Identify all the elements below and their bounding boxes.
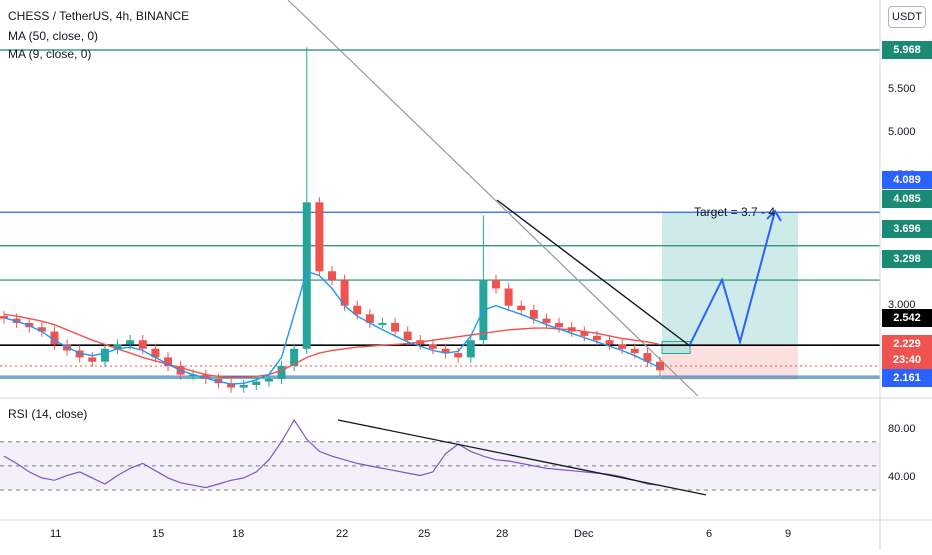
candle-body — [353, 305, 362, 315]
candle-body — [37, 327, 46, 332]
candle-body — [466, 340, 475, 358]
candle-body — [441, 348, 450, 354]
candle-body — [100, 348, 109, 362]
candles — [0, 47, 664, 393]
ma9-legend: MA (9, close, 0) — [8, 47, 92, 61]
price-label: 2.161 — [882, 369, 932, 387]
candle-body — [542, 318, 551, 323]
price-label: 2.229 — [882, 335, 932, 353]
time-tick: 22 — [336, 528, 349, 540]
price-tick: 5.500 — [888, 83, 916, 96]
time-tick: 11 — [50, 528, 62, 540]
price-label: 2.542 — [882, 309, 932, 327]
rsi-tick: 40.00 — [888, 470, 916, 483]
candle-body — [504, 288, 513, 306]
target-zone — [662, 212, 798, 345]
time-tick: 6 — [706, 528, 713, 540]
candle-body — [592, 335, 601, 341]
price-label: 3.298 — [882, 250, 932, 268]
time-tick: 25 — [418, 528, 431, 540]
candle-body — [529, 310, 538, 319]
candle-body — [151, 348, 160, 358]
candle-body — [492, 279, 500, 289]
symbol-legend: CHESS / TetherUS, 4h, BINANCE — [8, 9, 190, 23]
time-tick: 28 — [496, 528, 509, 540]
price-tick: 5.000 — [888, 126, 916, 139]
moving-averages — [3, 270, 661, 385]
candle-body — [378, 322, 387, 325]
rsi-legend: RSI (14, close) — [8, 407, 88, 421]
candle-body — [340, 279, 349, 306]
rsi-pane — [0, 418, 880, 496]
candle-body — [630, 348, 639, 354]
time-tick: Dec — [574, 528, 594, 540]
candle-body — [201, 374, 210, 379]
price-label: 3.696 — [882, 220, 932, 238]
candle-body — [618, 344, 627, 349]
black-trendline — [496, 199, 691, 347]
candle-body — [403, 331, 412, 341]
time-tick: 15 — [152, 528, 165, 540]
time-tick: 18 — [232, 528, 245, 540]
candle-body — [328, 271, 336, 280]
candle-body — [138, 340, 147, 349]
candle-body — [643, 353, 652, 362]
grey-trendline — [287, 0, 699, 397]
projection-line — [689, 210, 776, 346]
projection-path — [689, 209, 782, 346]
price-label: 23:40 — [882, 351, 932, 369]
candle-body — [0, 316, 8, 319]
candle-body — [290, 348, 299, 367]
price-label: 4.089 — [882, 171, 932, 189]
candle-body — [239, 384, 248, 388]
rsi-tick: 80.00 — [888, 422, 916, 435]
candle-body — [302, 202, 311, 349]
rsi-line — [3, 418, 661, 489]
candle-body — [264, 378, 273, 382]
target-annotation: Target = 3.7 - 4 — [694, 205, 776, 219]
time-tick: 9 — [785, 528, 792, 540]
candle-body — [555, 322, 564, 328]
candle-body — [113, 344, 122, 349]
candle-body — [75, 350, 84, 358]
rsi-trendline — [337, 419, 707, 496]
candle-body — [252, 381, 261, 385]
candle-body — [164, 357, 172, 367]
candle-body — [391, 322, 400, 332]
candle-body — [88, 357, 97, 362]
candle-body — [50, 331, 59, 345]
ma50-legend: MA (50, close, 0) — [8, 29, 99, 43]
candle-body — [656, 361, 664, 371]
candle-body — [277, 366, 286, 379]
projection-arrowhead — [766, 209, 782, 222]
position-zones — [661, 212, 798, 380]
candle-body — [365, 314, 374, 323]
candle-body — [126, 340, 135, 345]
candle-body — [605, 340, 614, 345]
candle-body — [428, 344, 437, 349]
candle-body — [315, 202, 324, 272]
candle-body — [189, 374, 198, 377]
price-label: 5.968 — [882, 41, 932, 59]
candle-body — [227, 383, 236, 388]
trend-lines — [287, 0, 699, 397]
ma50-line — [3, 313, 661, 378]
price-label: 4.085 — [882, 190, 932, 208]
candle-body — [517, 305, 526, 311]
ma9-line — [3, 270, 661, 385]
price-tick: 3.000 — [888, 298, 916, 311]
currency-button[interactable]: USDT — [888, 6, 926, 28]
candle-body — [454, 353, 463, 358]
candle-body — [580, 331, 589, 336]
